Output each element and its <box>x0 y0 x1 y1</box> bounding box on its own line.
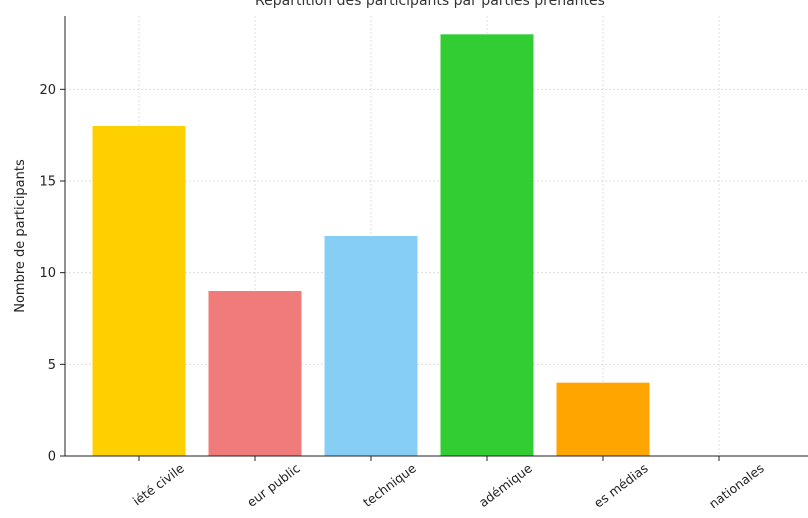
y-axis-label: Nombre de participants <box>13 159 28 313</box>
x-tick-label: adémique <box>476 460 535 510</box>
y-tick-label: 15 <box>39 175 56 190</box>
y-tick-label: 5 <box>48 358 56 373</box>
bars <box>92 34 650 456</box>
bar <box>208 291 302 456</box>
bar <box>440 34 534 456</box>
bar <box>92 126 186 456</box>
y-tick-label: 20 <box>39 83 56 98</box>
x-tick-label: iété civile <box>130 460 187 508</box>
x-tick-label: nationales <box>706 460 767 511</box>
x-tick-label: es médias <box>591 460 651 510</box>
y-ticks: 0 5 10 15 20 <box>39 83 65 465</box>
chart-title: Répartition des participants par parties… <box>255 0 605 9</box>
x-ticks: iété civile eur public technique adémique es… <box>130 456 767 511</box>
x-tick-label: eur public <box>244 460 303 510</box>
bar <box>324 236 418 456</box>
x-tick-label: technique <box>360 460 419 510</box>
bar <box>556 382 650 456</box>
y-tick-label: 10 <box>39 266 56 281</box>
y-tick-label: 0 <box>48 450 56 465</box>
